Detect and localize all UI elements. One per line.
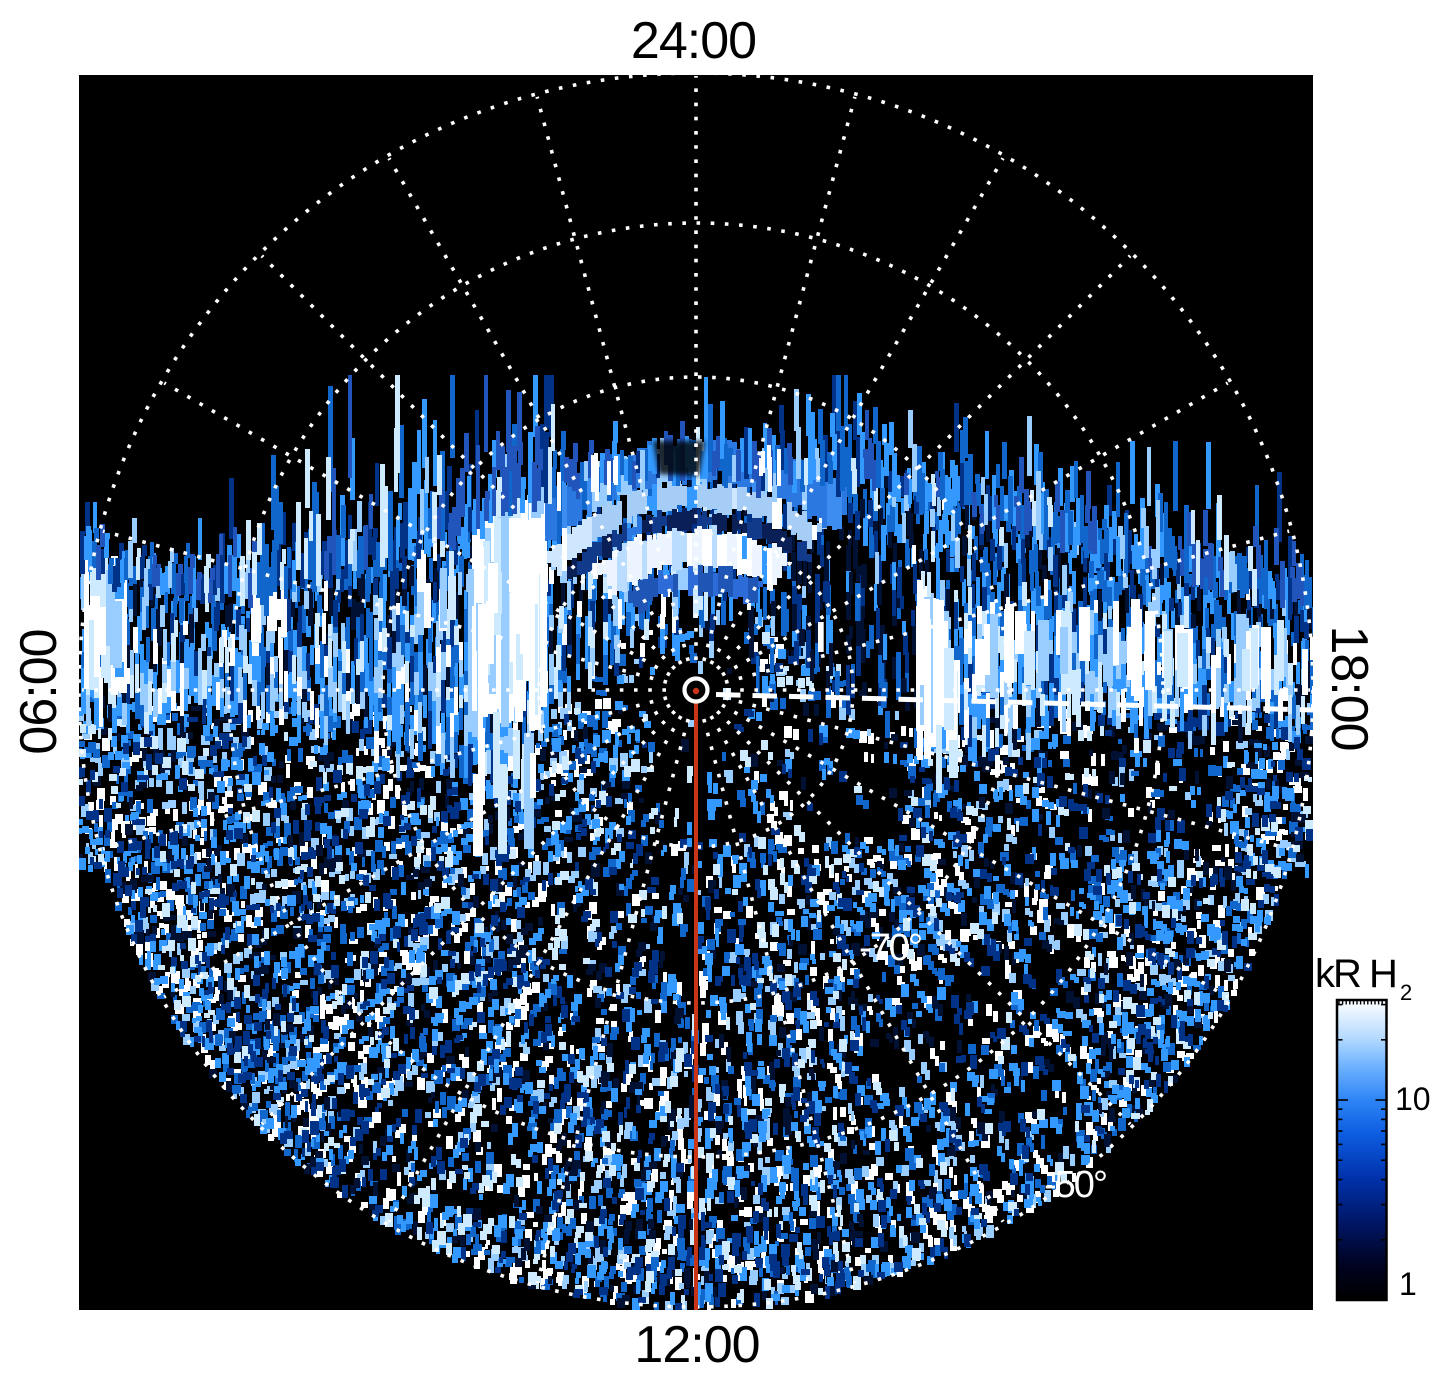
svg-text:kR H: kR H [1315,952,1396,996]
svg-text:18:00: 18:00 [1320,625,1378,750]
svg-text:2: 2 [1400,980,1412,1005]
svg-text:-50°: -50° [1044,1164,1106,1206]
svg-text:06:00: 06:00 [10,629,68,754]
svg-text:12:00: 12:00 [634,1316,759,1374]
svg-text:1: 1 [1399,1266,1417,1302]
svg-text:24:00: 24:00 [631,12,756,70]
svg-text:-70°: -70° [859,927,921,969]
svg-text:10: 10 [1395,1081,1431,1117]
